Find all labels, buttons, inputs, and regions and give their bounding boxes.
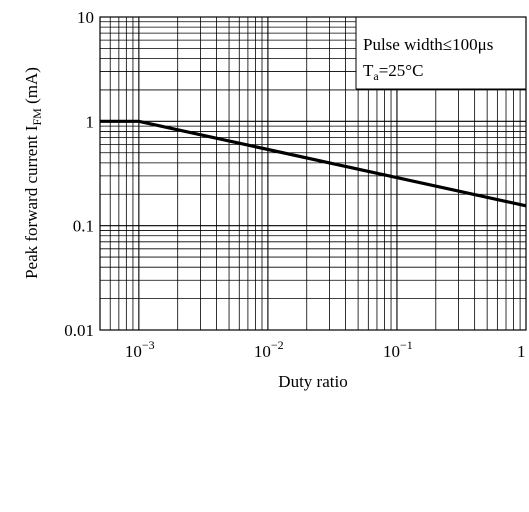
y-axis-label: Peak forward current IFM (mA)	[22, 67, 44, 279]
x-tick-labels: 10−3 10−2 10−1 1	[125, 338, 526, 361]
y-tick-labels: 10 1 0.1 0.01	[64, 8, 94, 340]
annotation-line-2: Ta=25°C	[363, 61, 423, 83]
annotation-line-1: Pulse width≤100μs	[363, 35, 493, 54]
y-tick-label: 10	[77, 8, 94, 27]
y-tick-label: 1	[86, 112, 95, 131]
x-axis-label: Duty ratio	[278, 372, 347, 391]
annotation-box	[356, 17, 526, 89]
x-tick-label: 1	[517, 342, 526, 361]
series-line-peak-current	[100, 119, 527, 208]
x-tick-label: 10−3	[125, 338, 155, 361]
y-tick-label: 0.1	[73, 217, 94, 236]
y-tick-label: 0.01	[64, 321, 94, 340]
x-tick-label: 10−2	[254, 338, 284, 361]
plot-frame	[99, 16, 527, 331]
x-tick-label: 10−1	[383, 338, 413, 361]
